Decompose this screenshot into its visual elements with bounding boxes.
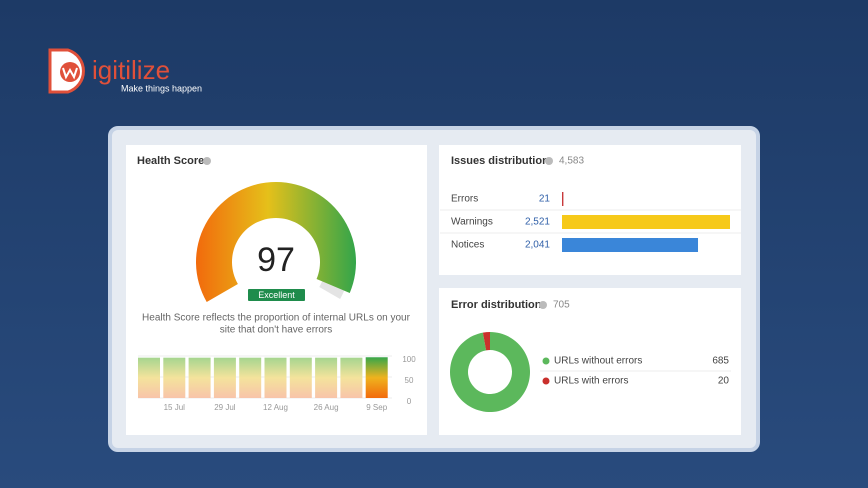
x-tick-label: 15 Jul — [164, 403, 186, 412]
row-value: 2,041 — [525, 240, 550, 251]
total: 705 — [553, 300, 570, 311]
total: 4,583 — [559, 156, 584, 167]
gauge-track — [319, 281, 345, 299]
logo-tagline: Make things happen — [121, 83, 202, 93]
legend-value: 685 — [712, 356, 729, 367]
logo-name: igitilize — [92, 55, 170, 85]
row-label: Warnings — [451, 217, 493, 228]
bar — [562, 215, 730, 229]
y-tick-label: 100 — [402, 355, 416, 364]
card-title: Issues distribution — [451, 155, 549, 167]
description: Health Score reflects the proportion of … — [142, 313, 411, 324]
row-value: 21 — [539, 194, 551, 205]
bar — [289, 357, 312, 398]
x-tick-label: 9 Sep — [366, 403, 387, 412]
bar — [340, 357, 363, 398]
y-tick-label: 0 — [407, 397, 412, 406]
row-label: Notices — [451, 240, 484, 251]
legend-dot — [542, 377, 550, 385]
bar — [562, 238, 699, 252]
help-icon[interactable] — [545, 157, 553, 165]
gauge-fill — [196, 182, 356, 302]
donut-slice — [450, 332, 531, 413]
x-tick-label: 29 Jul — [214, 403, 236, 412]
legend-value: 20 — [718, 376, 730, 387]
y-tick-label: 50 — [405, 376, 414, 385]
bar — [365, 357, 388, 398]
description: site that don't have errors — [220, 325, 333, 336]
card-title: Error distribution — [451, 299, 542, 311]
donut-slice — [482, 332, 490, 351]
legend-label: URLs with errors — [554, 376, 628, 387]
bar — [213, 357, 236, 398]
legend-label: URLs without errors — [554, 356, 642, 367]
bar — [239, 357, 262, 398]
bar — [138, 357, 160, 398]
x-tick-label: 12 Aug — [263, 403, 288, 412]
help-icon[interactable] — [539, 301, 547, 309]
help-icon[interactable] — [203, 157, 211, 165]
legend-dot — [542, 357, 550, 365]
badge — [248, 289, 305, 301]
logo: igitilize Make things happen — [48, 48, 202, 94]
row-value: 2,521 — [525, 217, 550, 228]
bar — [163, 357, 186, 398]
bar — [188, 357, 211, 398]
score: 97 — [257, 241, 295, 279]
badge-text: Excellent — [258, 290, 295, 300]
card-title: Health Score — [137, 155, 204, 167]
bar — [264, 357, 287, 398]
bar — [315, 357, 338, 398]
bar — [562, 192, 564, 206]
row-label: Errors — [451, 194, 478, 205]
x-tick-label: 26 Aug — [314, 403, 339, 412]
